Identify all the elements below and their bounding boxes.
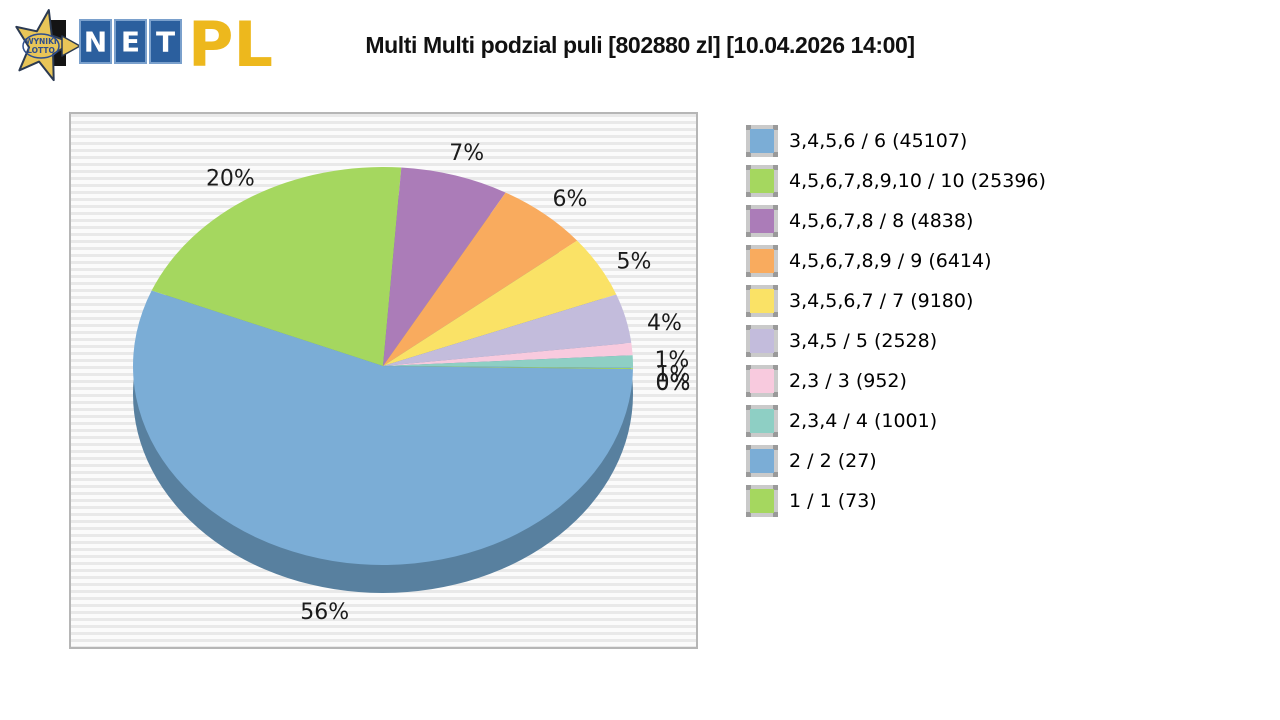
pie-percent-label: 56% <box>300 600 349 625</box>
legend-item-label: 2,3,4 / 4 (1001) <box>789 410 938 432</box>
legend-swatch <box>746 325 778 357</box>
legend-item-label: 3,4,5,6,7 / 7 (9180) <box>789 290 974 312</box>
legend-item-label: 4,5,6,7,8,9 / 9 (6414) <box>789 250 992 272</box>
legend-item-label: 4,5,6,7,8,9,10 / 10 (25396) <box>789 170 1046 192</box>
legend-item-label: 2 / 2 (27) <box>789 450 877 472</box>
pie-percent-label: 6% <box>553 187 588 212</box>
legend-item: 4,5,6,7,8,9,10 / 10 (25396) <box>746 161 1046 201</box>
legend-item: 2 / 2 (27) <box>746 441 1046 481</box>
pie-percent-label: 7% <box>449 141 484 166</box>
pie-slice-0 <box>133 290 633 565</box>
pie-slice-9 <box>383 366 633 370</box>
pie-slice-2 <box>383 167 506 366</box>
pie-slice-5 <box>383 294 632 366</box>
pie-chart-svg: 56%20%7%6%5%4%1%1%0%0% <box>133 141 691 625</box>
site-logo: WYNIKI LOTTO N E T PL <box>12 4 273 94</box>
legend-item: 4,5,6,7,8 / 8 (4838) <box>746 201 1046 241</box>
logo-lotto-text: LOTTO <box>27 46 55 55</box>
star-oval <box>22 33 60 59</box>
pie-percent-label: 1% <box>654 348 689 373</box>
legend-swatch <box>746 165 778 197</box>
pie-slice-3 <box>383 192 578 366</box>
pie-percent-label: 5% <box>617 249 652 274</box>
logo-graphic: WYNIKI LOTTO N E T PL <box>15 8 273 82</box>
legend-swatch <box>746 405 778 437</box>
legend-swatch <box>746 245 778 277</box>
pie-percent-label: 0% <box>656 370 691 395</box>
legend-item: 2,3,4 / 4 (1001) <box>746 401 1046 441</box>
legend-item: 3,4,5 / 5 (2528) <box>746 321 1046 361</box>
legend-item-label: 4,5,6,7,8 / 8 (4838) <box>789 210 974 232</box>
pie-slice-8 <box>383 366 633 369</box>
pie-percent-label: 20% <box>206 167 255 192</box>
legend-swatch <box>746 485 778 517</box>
chart-panel: 56% 20% 7% 6% 5% 4% 1% 1% 0% 0% <box>69 112 698 649</box>
pie-slice-4 <box>383 240 617 366</box>
legend-item: 3,4,5,6,7 / 7 (9180) <box>746 281 1046 321</box>
legend-item: 3,4,5,6 / 6 (45107) <box>746 121 1046 161</box>
pie-percent-label: 4% <box>647 311 682 336</box>
legend-swatch <box>746 125 778 157</box>
legend-swatch <box>746 365 778 397</box>
logo-net-tiles: N E T <box>79 19 182 64</box>
legend-item-label: 3,4,5,6 / 6 (45107) <box>789 130 968 152</box>
pie-slice-7 <box>383 355 634 368</box>
logo-letter-e: E <box>121 26 140 59</box>
legend-item: 2,3 / 3 (952) <box>746 361 1046 401</box>
logo-pl-text: PL <box>188 8 272 81</box>
legend-item: 1 / 1 (73) <box>746 481 1046 521</box>
legend-item-label: 2,3 / 3 (952) <box>789 370 907 392</box>
page-title: Multi Multi podzial puli [802880 zl] [10… <box>365 32 915 58</box>
pie-percent-label: 1% <box>655 363 690 388</box>
legend-item: 4,5,6,7,8,9 / 9 (6414) <box>746 241 1046 281</box>
pie-slice-6 <box>383 342 633 366</box>
pie-percent-label: 0% <box>656 371 691 396</box>
pie-slice-1 <box>151 166 402 366</box>
logo-wyniki-text: WYNIKI <box>25 37 57 46</box>
arrow-right-icon <box>61 35 81 57</box>
legend-swatch <box>746 445 778 477</box>
legend-swatch <box>746 285 778 317</box>
logo-letter-n: N <box>84 26 107 59</box>
logo-letter-t: T <box>156 26 175 59</box>
legend-item-label: 1 / 1 (73) <box>789 490 877 512</box>
legend: 3,4,5,6 / 6 (45107) 4,5,6,7,8,9,10 / 10 (… <box>746 121 1046 521</box>
legend-swatch <box>746 205 778 237</box>
legend-item-label: 3,4,5 / 5 (2528) <box>789 330 938 352</box>
